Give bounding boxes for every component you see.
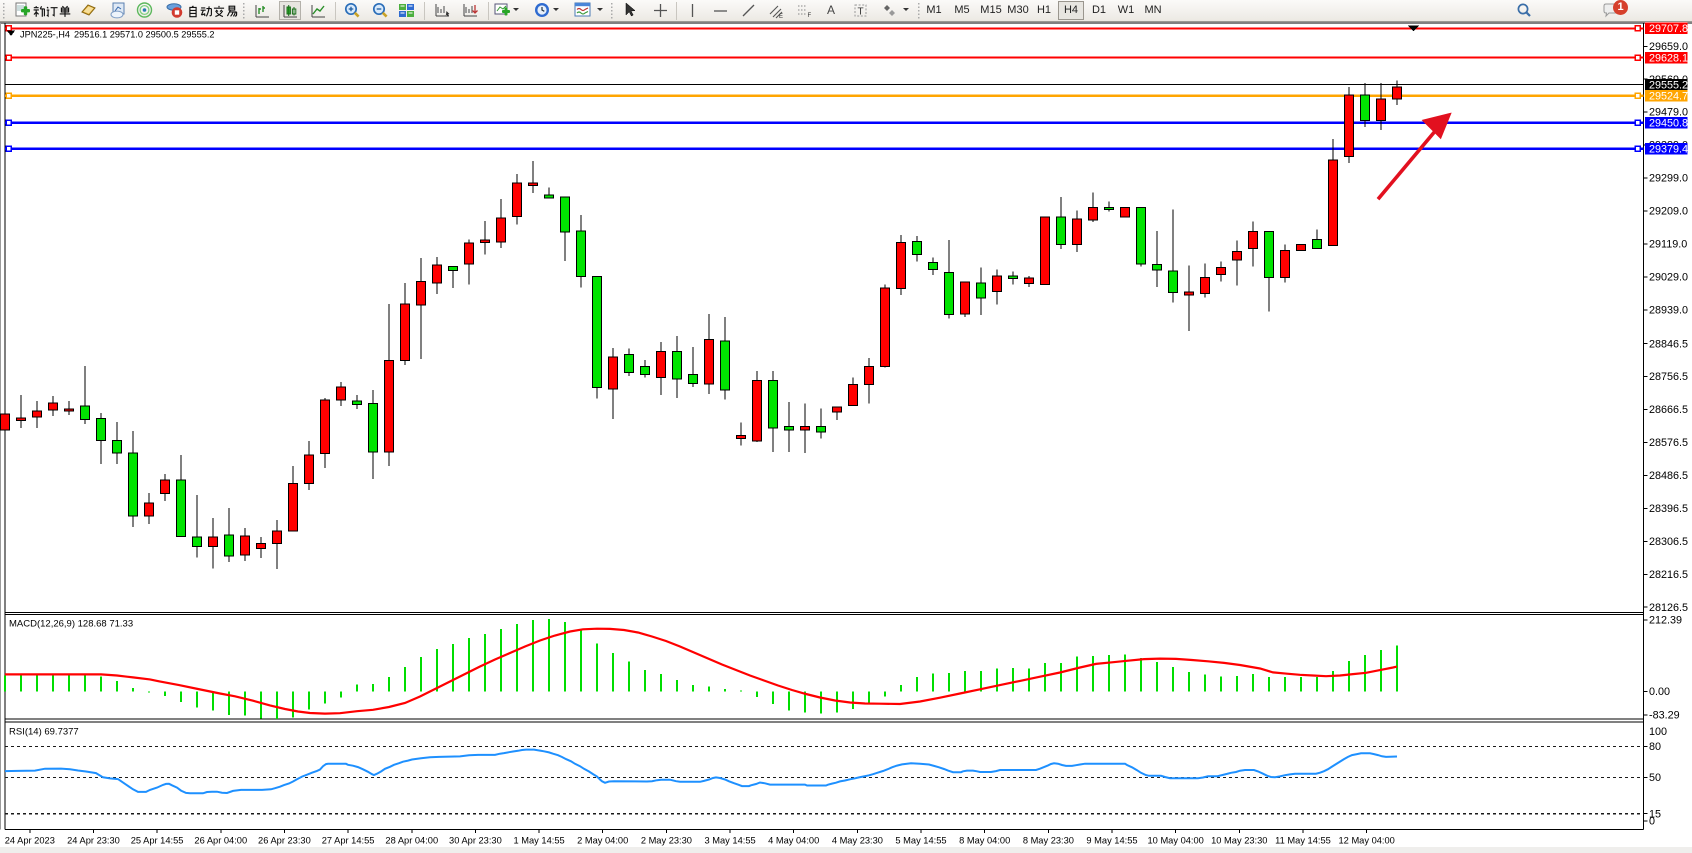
svg-text:29299.0: 29299.0 [1649,173,1688,185]
svg-text:4 May 04:00: 4 May 04:00 [768,836,819,846]
svg-text:28939.0: 28939.0 [1649,304,1688,316]
svg-text:29524.7: 29524.7 [1649,90,1688,102]
svg-text:15: 15 [1649,808,1661,820]
svg-text:F: F [808,13,812,19]
svg-text:24 Apr 2023: 24 Apr 2023 [5,836,55,846]
svg-text:25 Apr 14:55: 25 Apr 14:55 [131,836,184,846]
svg-text:26 Apr 04:00: 26 Apr 04:00 [194,836,247,846]
svg-text:50: 50 [1649,772,1661,784]
svg-text:29479.0: 29479.0 [1649,107,1688,119]
svg-text:10 May 23:30: 10 May 23:30 [1211,836,1267,846]
svg-text:8 May 23:30: 8 May 23:30 [1023,836,1074,846]
svg-text:29450.8: 29450.8 [1649,117,1688,129]
svg-text:28216.5: 28216.5 [1649,569,1688,581]
svg-text:0: 0 [1649,816,1655,828]
svg-text:28846.5: 28846.5 [1649,338,1688,350]
svg-text:30 Apr 23:30: 30 Apr 23:30 [449,836,502,846]
svg-text:3 May 14:55: 3 May 14:55 [705,836,756,846]
svg-text:28576.5: 28576.5 [1649,437,1688,449]
svg-text:0.00: 0.00 [1649,686,1670,698]
svg-text:4 May 23:30: 4 May 23:30 [832,836,883,846]
svg-text:28486.5: 28486.5 [1649,470,1688,482]
svg-text:RSI(14) 69.7377: RSI(14) 69.7377 [9,727,79,738]
svg-text:2 May 04:00: 2 May 04:00 [577,836,628,846]
svg-text:28126.5: 28126.5 [1649,602,1688,614]
svg-text:1 May 14:55: 1 May 14:55 [514,836,565,846]
svg-text:24 Apr 23:30: 24 Apr 23:30 [67,836,120,846]
svg-text:5 May 14:55: 5 May 14:55 [895,836,946,846]
svg-text:29029.0: 29029.0 [1649,272,1688,284]
svg-text:29379.4: 29379.4 [1649,144,1688,156]
svg-text:10 May 04:00: 10 May 04:00 [1148,836,1204,846]
svg-text:E: E [779,14,783,19]
svg-text:29628.1: 29628.1 [1649,52,1688,64]
svg-text:11 May 14:55: 11 May 14:55 [1275,836,1331,846]
svg-text:80: 80 [1649,741,1661,753]
svg-text:29659.0: 29659.0 [1649,41,1688,53]
svg-text:212.39: 212.39 [1649,615,1682,627]
svg-text:12 May 04:00: 12 May 04:00 [1339,836,1395,846]
svg-text:28 Apr 04:00: 28 Apr 04:00 [385,836,438,846]
svg-text:MACD(12,26,9) 128.68 71.33: MACD(12,26,9) 128.68 71.33 [9,619,133,630]
svg-text:29555.2: 29555.2 [1649,79,1688,91]
svg-text:28396.5: 28396.5 [1649,503,1688,515]
svg-text:-83.29: -83.29 [1649,710,1680,722]
svg-text:29707.8: 29707.8 [1649,23,1688,35]
svg-text:8 May 04:00: 8 May 04:00 [959,836,1010,846]
svg-text:JPN225-,H4: JPN225-,H4 [20,29,70,39]
svg-text:29516.1 29571.0 29500.5 29555.: 29516.1 29571.0 29500.5 29555.2 [74,29,215,39]
svg-text:26 Apr 23:30: 26 Apr 23:30 [258,836,311,846]
svg-text:2 May 23:30: 2 May 23:30 [641,836,692,846]
svg-text:28756.5: 28756.5 [1649,371,1688,383]
svg-text:27 Apr 14:55: 27 Apr 14:55 [322,836,375,846]
svg-text:28306.5: 28306.5 [1649,536,1688,548]
svg-text:100: 100 [1649,726,1667,738]
svg-text:29209.0: 29209.0 [1649,206,1688,218]
svg-text:28666.5: 28666.5 [1649,404,1688,416]
svg-text:29119.0: 29119.0 [1649,239,1687,251]
svg-text:9 May 14:55: 9 May 14:55 [1086,836,1137,846]
svg-text:T: T [858,7,864,18]
